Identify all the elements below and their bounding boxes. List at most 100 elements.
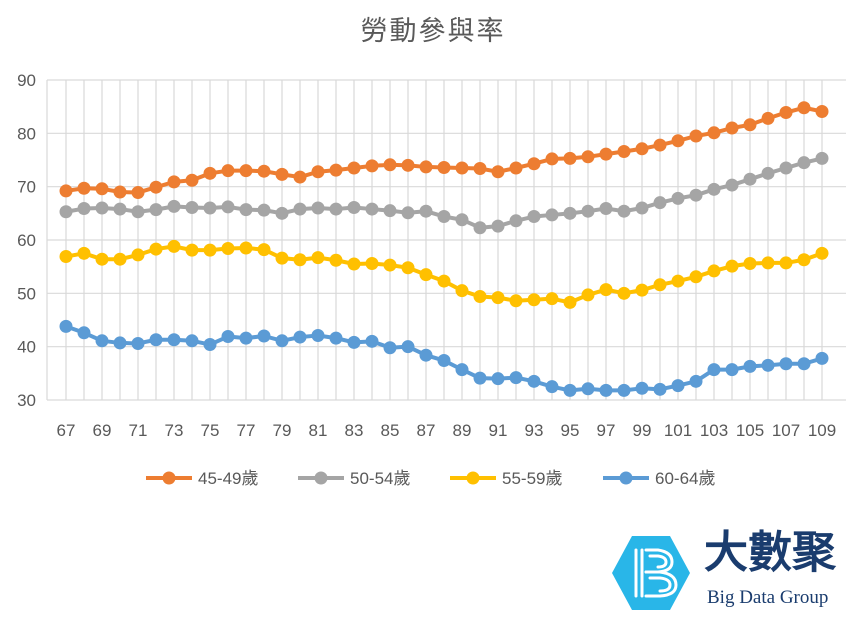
x-tick-label: 109 bbox=[808, 421, 836, 440]
data-point bbox=[509, 371, 523, 385]
data-point bbox=[437, 274, 451, 288]
data-point bbox=[617, 383, 631, 397]
data-point bbox=[617, 144, 631, 158]
data-point bbox=[761, 256, 775, 270]
data-point bbox=[257, 203, 271, 217]
data-point bbox=[77, 246, 91, 260]
data-point bbox=[671, 274, 685, 288]
data-point bbox=[761, 111, 775, 125]
data-point bbox=[635, 381, 649, 395]
data-point bbox=[419, 204, 433, 218]
data-point bbox=[329, 202, 343, 216]
data-point bbox=[761, 358, 775, 372]
data-point bbox=[401, 261, 415, 275]
y-axis-ticks: 30 40 50 60 70 80 90 bbox=[17, 71, 36, 410]
data-point bbox=[95, 252, 109, 266]
data-point bbox=[437, 210, 451, 224]
data-point bbox=[185, 334, 199, 348]
y-tick-label: 80 bbox=[17, 124, 36, 143]
data-point bbox=[509, 214, 523, 228]
x-tick-label: 83 bbox=[345, 421, 364, 440]
legend-item: 50-54歲 bbox=[298, 469, 410, 488]
data-point bbox=[311, 165, 325, 179]
data-point bbox=[545, 292, 559, 306]
data-point bbox=[401, 340, 415, 354]
data-point bbox=[743, 359, 757, 373]
data-point bbox=[95, 334, 109, 348]
x-tick-label: 97 bbox=[597, 421, 616, 440]
data-point bbox=[113, 336, 127, 350]
data-point bbox=[347, 335, 361, 349]
x-tick-label: 91 bbox=[489, 421, 508, 440]
data-point bbox=[419, 268, 433, 282]
data-point bbox=[59, 205, 73, 219]
data-point bbox=[311, 328, 325, 342]
data-point bbox=[815, 351, 829, 365]
data-point bbox=[743, 256, 757, 270]
data-point bbox=[347, 200, 361, 214]
data-point bbox=[707, 182, 721, 196]
data-point bbox=[203, 166, 217, 180]
data-point bbox=[581, 382, 595, 396]
data-point bbox=[491, 219, 505, 233]
data-point bbox=[653, 382, 667, 396]
data-point bbox=[293, 202, 307, 216]
data-point bbox=[797, 156, 811, 170]
data-point bbox=[275, 334, 289, 348]
data-point bbox=[131, 336, 145, 350]
legend-label: 55-59歲 bbox=[502, 469, 562, 488]
data-point bbox=[167, 175, 181, 189]
data-point bbox=[581, 288, 595, 302]
data-point bbox=[635, 142, 649, 156]
data-point bbox=[329, 253, 343, 267]
data-point bbox=[257, 329, 271, 343]
data-point bbox=[59, 184, 73, 198]
data-point bbox=[185, 173, 199, 187]
data-point bbox=[113, 202, 127, 216]
data-point bbox=[239, 331, 253, 345]
series-3 bbox=[59, 239, 829, 309]
logo-name-en: Big Data Group bbox=[707, 587, 828, 608]
data-point bbox=[329, 163, 343, 177]
data-point bbox=[149, 242, 163, 256]
data-point bbox=[311, 251, 325, 265]
data-point bbox=[77, 326, 91, 340]
data-point bbox=[581, 150, 595, 164]
x-tick-label: 99 bbox=[633, 421, 652, 440]
data-point bbox=[239, 241, 253, 255]
data-point bbox=[599, 202, 613, 216]
data-point bbox=[293, 170, 307, 184]
data-point bbox=[797, 357, 811, 371]
data-point bbox=[815, 246, 829, 260]
legend-label: 50-54歲 bbox=[350, 469, 410, 488]
legend-item: 55-59歲 bbox=[450, 469, 562, 488]
data-point bbox=[779, 357, 793, 371]
data-point bbox=[779, 256, 793, 270]
data-point bbox=[599, 283, 613, 297]
grid bbox=[46, 79, 846, 401]
data-point bbox=[617, 286, 631, 300]
data-point bbox=[797, 101, 811, 115]
series-2 bbox=[59, 151, 829, 235]
data-point bbox=[473, 371, 487, 385]
legend-item: 60-64歲 bbox=[603, 469, 715, 488]
data-point bbox=[671, 134, 685, 148]
x-tick-label: 93 bbox=[525, 421, 544, 440]
data-point bbox=[455, 363, 469, 377]
data-point bbox=[473, 162, 487, 176]
data-point bbox=[689, 129, 703, 143]
data-point bbox=[617, 204, 631, 218]
legend-label: 45-49歲 bbox=[198, 469, 258, 488]
data-point bbox=[527, 293, 541, 307]
legend: 45-49歲 50-54歲 55-59歲 60-64歲 bbox=[146, 469, 715, 488]
data-point bbox=[365, 334, 379, 348]
data-point bbox=[167, 199, 181, 213]
data-point bbox=[275, 206, 289, 220]
legend-label: 60-64歲 bbox=[655, 469, 715, 488]
x-tick-label: 69 bbox=[93, 421, 112, 440]
data-point bbox=[725, 363, 739, 377]
data-point bbox=[383, 204, 397, 218]
x-axis-ticks: 67 69 71 73 75 77 79 81 83 85 87 89 91 93 95 97 99 101 103… bbox=[57, 421, 837, 440]
data-point bbox=[473, 290, 487, 304]
data-point bbox=[779, 106, 793, 120]
